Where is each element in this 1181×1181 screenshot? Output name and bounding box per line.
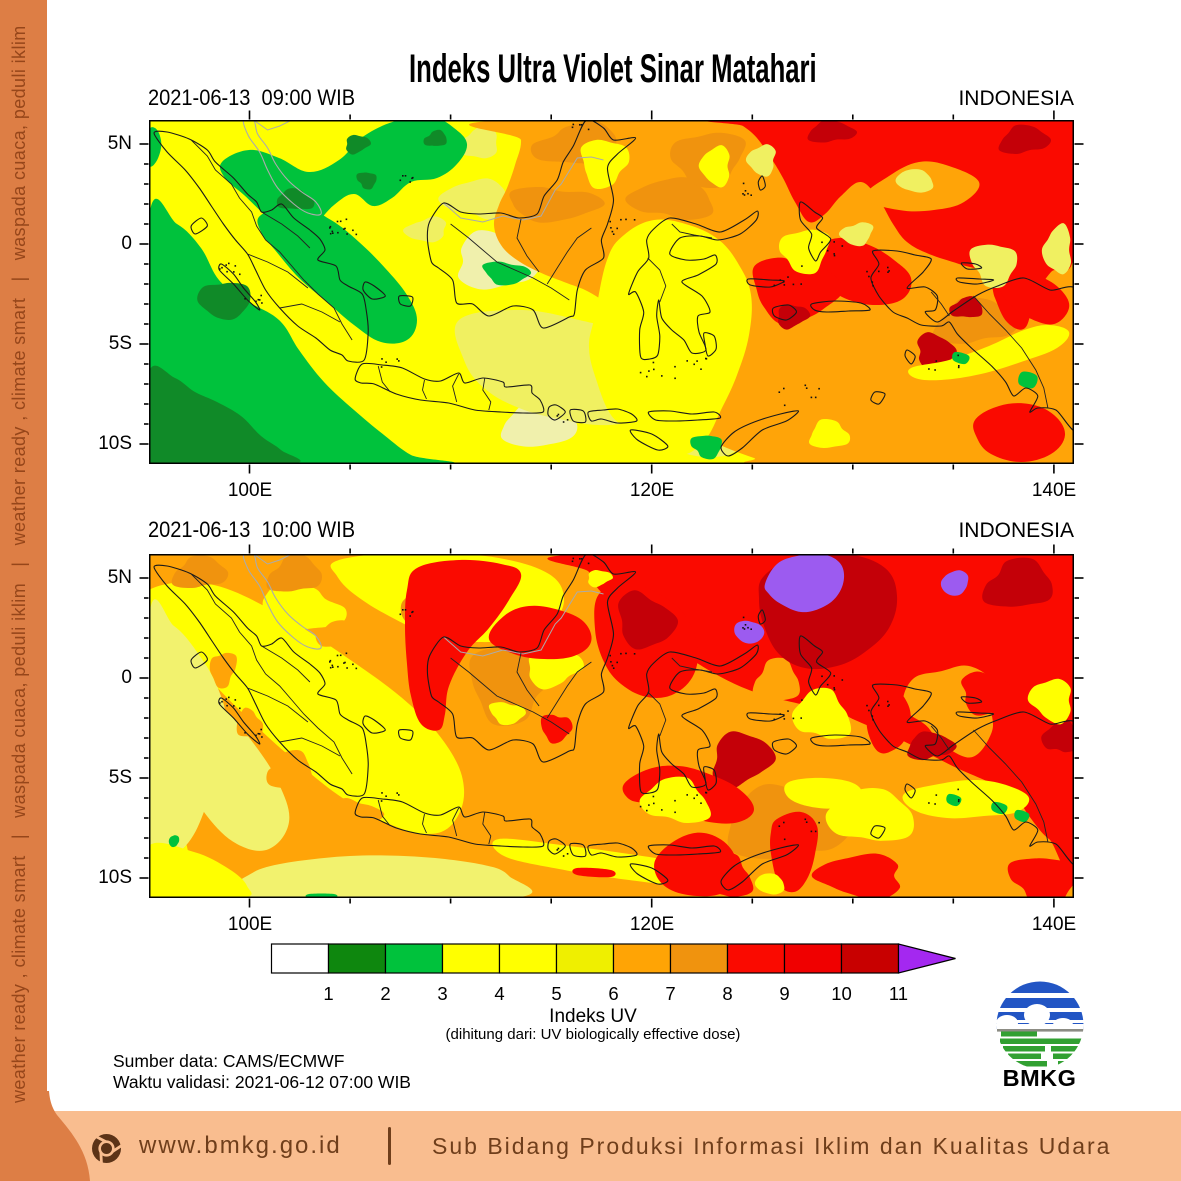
svg-text:2: 2 (380, 983, 390, 1004)
svg-text:10: 10 (831, 983, 852, 1004)
svg-text:3: 3 (437, 983, 447, 1004)
svg-text:8: 8 (722, 983, 732, 1004)
svg-text:6: 6 (608, 983, 618, 1004)
svg-text:9: 9 (779, 983, 789, 1004)
svg-text:4: 4 (494, 983, 504, 1004)
svg-text:11: 11 (889, 983, 908, 1004)
svg-text:1: 1 (323, 983, 333, 1004)
svg-text:5: 5 (551, 983, 561, 1004)
svg-text:7: 7 (665, 983, 675, 1004)
svg-text:BMKG: BMKG (1003, 1065, 1077, 1091)
